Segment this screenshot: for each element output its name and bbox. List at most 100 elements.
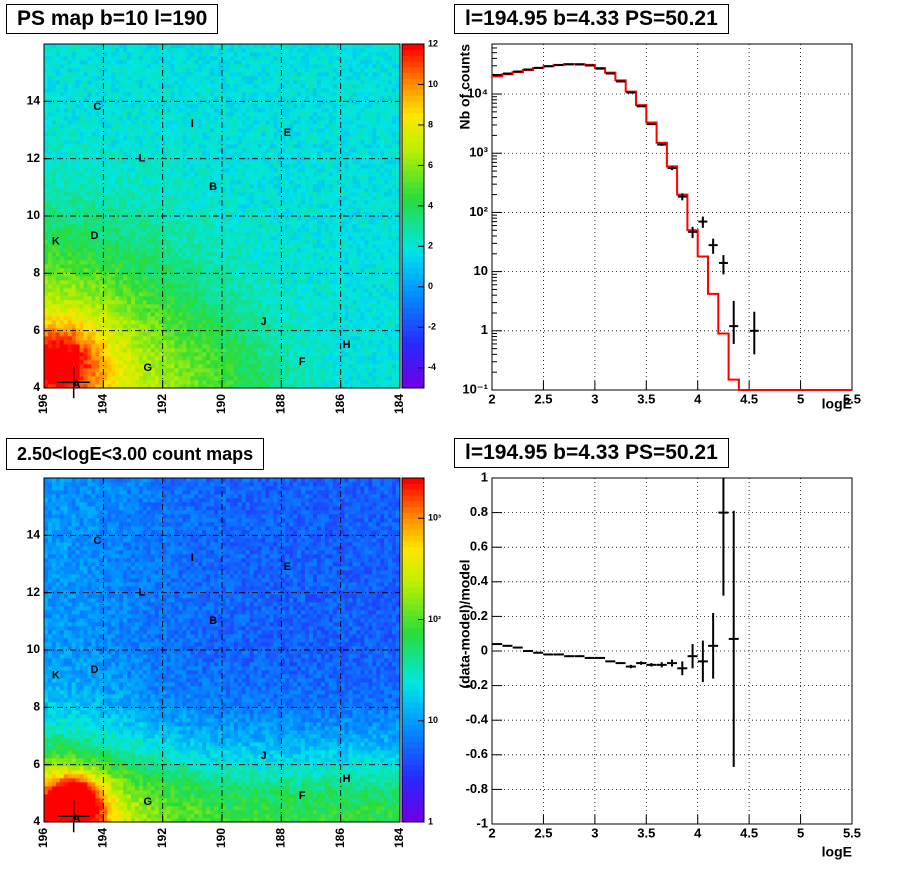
y-tick-label: 14 xyxy=(27,528,41,542)
residual-point xyxy=(667,659,677,667)
data-point xyxy=(616,80,626,83)
source-label-C: C xyxy=(93,101,101,113)
colorbar-tick-label: 1 xyxy=(428,816,433,826)
source-label-L: L xyxy=(139,153,146,165)
y-tick-label: 0.8 xyxy=(470,504,488,519)
x-tick-label: 186 xyxy=(333,828,347,848)
y-axis-label: Nb of counts xyxy=(457,44,473,130)
x-tick-label: 4 xyxy=(694,391,702,406)
source-label-A: A xyxy=(73,379,81,391)
colorbar-tick-label: 0 xyxy=(428,281,433,291)
residual-point xyxy=(523,650,533,652)
source-label-E: E xyxy=(284,127,291,139)
residual-point xyxy=(595,656,605,659)
x-tick-label: 196 xyxy=(36,394,50,414)
x-tick-label: 188 xyxy=(274,394,288,414)
colorbar-tick-label: 8 xyxy=(428,119,433,129)
residual-point xyxy=(687,644,698,669)
y-tick-label: 8 xyxy=(33,700,40,714)
data-point xyxy=(595,67,605,70)
data-point xyxy=(667,166,677,171)
x-tick-label: 196 xyxy=(36,828,50,848)
source-label-H: H xyxy=(343,339,351,351)
x-tick-label: 184 xyxy=(392,394,406,414)
colorbar-tick-label: 10 xyxy=(428,715,438,725)
y-tick-label: 10⁻¹ xyxy=(462,381,488,396)
y-tick-label: -0.6 xyxy=(466,746,488,761)
colorbar-tick-label: -4 xyxy=(428,362,436,372)
y-tick-label: 10 xyxy=(27,642,41,656)
residual-point xyxy=(605,660,616,663)
residual-point xyxy=(502,644,513,647)
plot-frame xyxy=(491,43,853,391)
y-tick-label: -0.2 xyxy=(466,677,488,692)
residual-point xyxy=(564,655,575,658)
data-point xyxy=(698,216,708,228)
x-tick-label: 194 xyxy=(96,828,110,848)
y-tick-label: 6 xyxy=(33,757,40,771)
colorbar-tick-label: -2 xyxy=(428,322,436,332)
source-label-J: J xyxy=(260,750,266,762)
residual-point xyxy=(636,661,647,665)
x-tick-label: 3 xyxy=(591,825,598,840)
data-point xyxy=(708,238,718,254)
colorbar-count xyxy=(402,478,424,823)
y-tick-label: 10 xyxy=(474,263,488,278)
y-tick-label: 0.4 xyxy=(470,573,489,588)
residual-point xyxy=(677,661,688,676)
x-tick-label: 186 xyxy=(333,394,347,414)
y-tick-label: -0.4 xyxy=(466,712,489,727)
source-label-F: F xyxy=(299,790,306,802)
source-label-I: I xyxy=(191,552,194,564)
x-tick-label: 2 xyxy=(488,391,495,406)
colorbar-frame xyxy=(401,43,425,389)
y-tick-label: 12 xyxy=(27,151,41,165)
source-label-I: I xyxy=(191,118,194,130)
residual-point xyxy=(615,662,626,665)
source-label-E: E xyxy=(284,561,291,573)
x-tick-label: 3 xyxy=(591,391,598,406)
y-tick-label: 0.6 xyxy=(470,539,488,554)
count-map-title: 2.50<logE<3.00 count maps xyxy=(6,438,265,470)
x-tick-label: 4.5 xyxy=(740,391,758,406)
x-tick-label: 192 xyxy=(155,828,169,848)
data-point xyxy=(544,65,554,68)
y-tick-label: 0.2 xyxy=(470,608,488,623)
x-tick-label: 5 xyxy=(797,391,804,406)
data-point xyxy=(523,68,533,71)
y-tick-label: 12 xyxy=(27,585,41,599)
y-tick-label: 4 xyxy=(33,380,40,394)
residual-point xyxy=(492,643,503,646)
x-tick-label: 5.5 xyxy=(843,825,861,840)
y-axis-label: (data-model)/model xyxy=(457,559,473,688)
colorbar-tick-label: 4 xyxy=(428,200,433,210)
spectrum-title: l=194.95 b=4.33 PS=50.21 xyxy=(454,4,729,34)
colorbar-tick-label: 6 xyxy=(428,160,433,170)
data-point xyxy=(585,64,595,67)
residual-point xyxy=(718,478,729,596)
data-point xyxy=(626,91,636,94)
residual-point xyxy=(708,612,719,679)
x-tick-label: 190 xyxy=(214,828,228,848)
residual-point xyxy=(728,510,739,767)
data-point xyxy=(729,300,739,344)
data-point xyxy=(502,72,512,75)
x-tick-label: 2.5 xyxy=(534,825,552,840)
data-point xyxy=(492,73,502,76)
x-tick-label: 3.5 xyxy=(637,391,655,406)
y-tick-label: 8 xyxy=(33,266,40,280)
data-point xyxy=(646,123,656,126)
x-tick-label: 190 xyxy=(214,394,228,414)
x-tick-label: 4.5 xyxy=(740,825,758,840)
heatmap-count xyxy=(44,478,401,823)
x-axis-label: logE xyxy=(822,844,852,860)
y-tick-label: 10² xyxy=(469,204,488,219)
data-point xyxy=(554,64,564,67)
x-axis-label: logE xyxy=(822,396,852,412)
x-tick-label: 194 xyxy=(96,394,110,414)
source-label-G: G xyxy=(144,362,153,374)
data-point xyxy=(657,143,667,146)
colorbar-tick-label: 12 xyxy=(428,38,438,48)
x-tick-label: 2 xyxy=(488,825,495,840)
